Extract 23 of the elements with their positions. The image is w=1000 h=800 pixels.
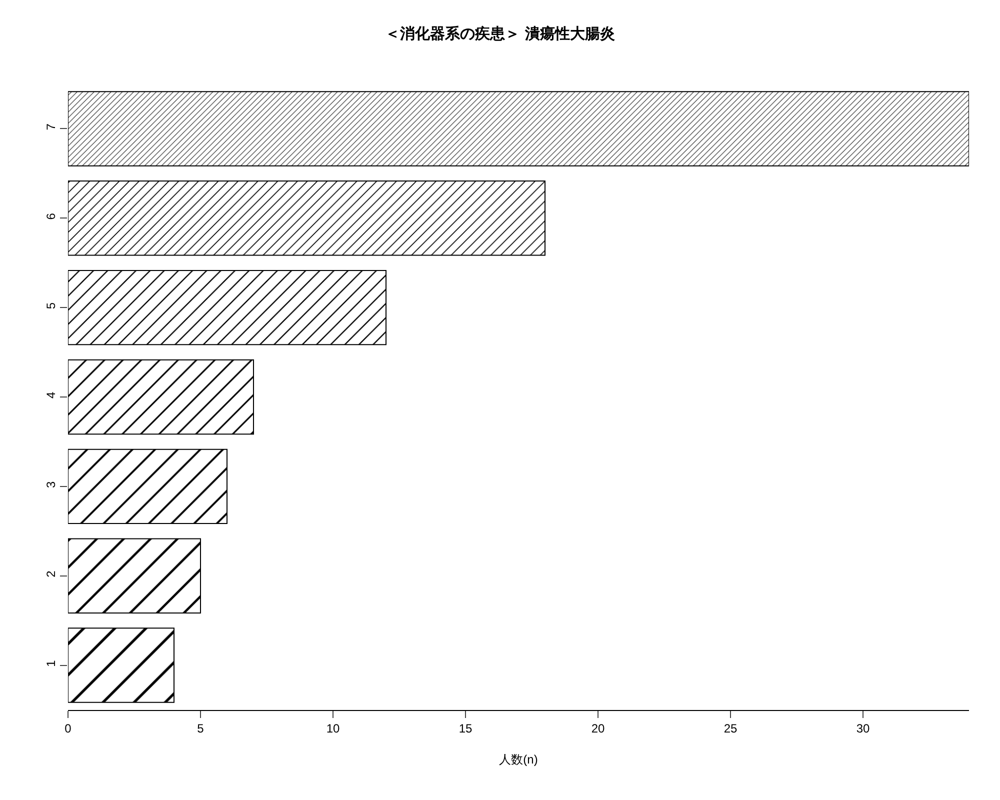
x-tick-label: 5: [197, 721, 204, 736]
y-tick-label: 4: [44, 392, 58, 399]
y-tick-label: 2: [44, 570, 58, 578]
bar: [68, 359, 254, 435]
x-tick-label: 20: [591, 721, 605, 736]
x-tick-label: 10: [326, 721, 340, 736]
bar: [68, 270, 386, 346]
y-tick-label: 1: [44, 660, 58, 667]
x-tick-label: 0: [64, 721, 72, 736]
chart-title: ＜消化器系の疾患＞ 潰瘍性大腸炎: [384, 24, 616, 42]
bar: [68, 180, 546, 256]
x-tick-label: 25: [724, 721, 738, 736]
bar: [68, 448, 228, 524]
x-tick-label: 30: [856, 721, 870, 736]
x-tick-label: 15: [458, 721, 472, 736]
y-tick-label: 3: [44, 480, 58, 488]
bar: [68, 91, 969, 166]
y-tick-label: 7: [44, 123, 58, 130]
bar: [68, 628, 174, 703]
x-axis-title: 人数(n): [499, 752, 538, 766]
y-tick-label: 6: [44, 212, 58, 220]
bar: [68, 538, 201, 614]
y-tick-label: 5: [44, 302, 58, 310]
